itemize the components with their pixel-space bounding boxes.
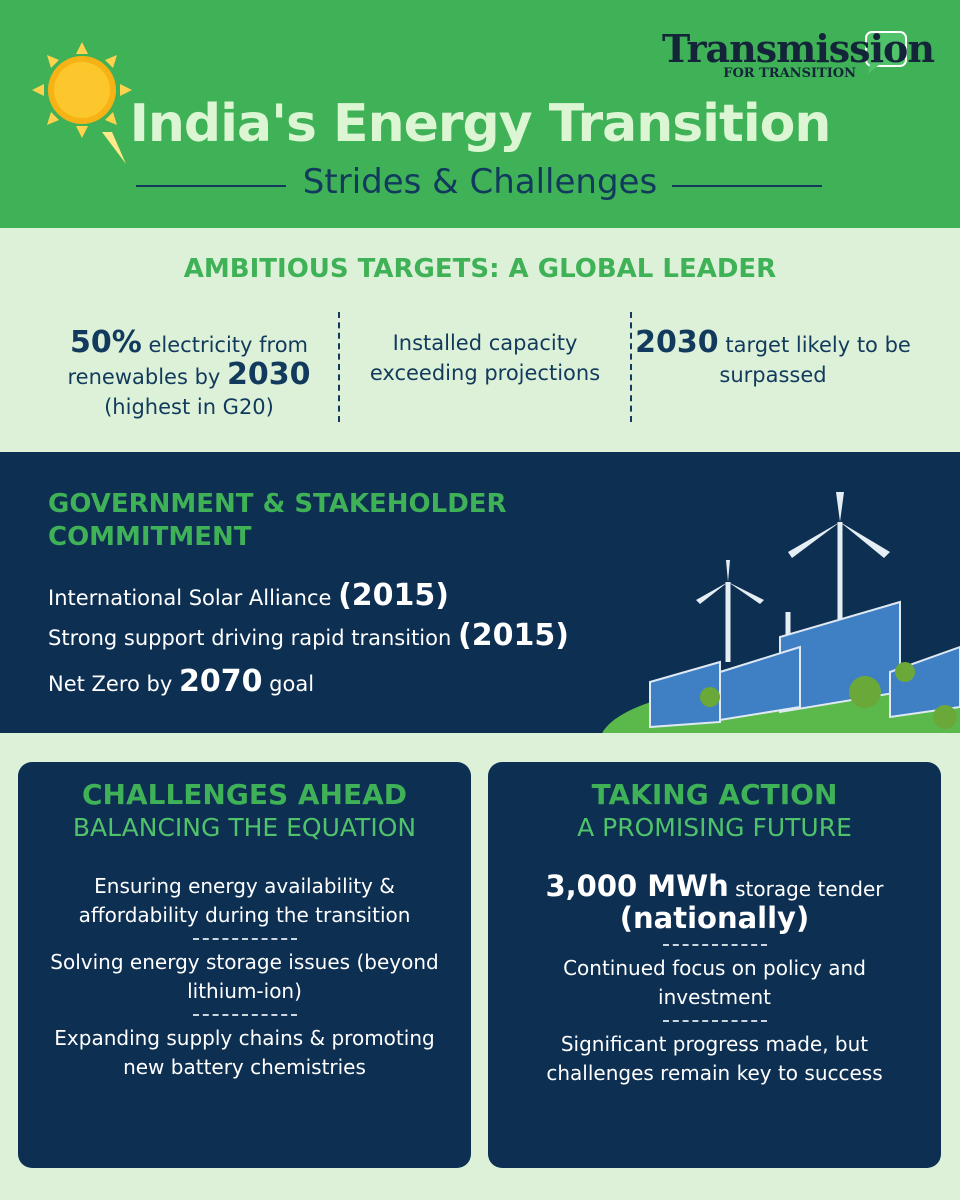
card: TAKING ACTION A PROMISING FUTURE 3,000 MWh… <box>488 762 941 1168</box>
brand-bubble <box>865 31 907 74</box>
text-run: Net Zero by <box>48 672 179 696</box>
rule <box>672 185 822 187</box>
text-run: Expanding supply chains & promoting new … <box>54 1026 435 1079</box>
card-item: Expanding supply chains & promoting new … <box>18 1024 471 1082</box>
text-run: Installed capacity exceeding projections <box>369 331 601 385</box>
text-run: Solving energy storage issues (beyond li… <box>50 950 439 1003</box>
emphasis: 3,000 MWh <box>545 869 729 903</box>
title: India's Energy Transition <box>129 94 832 154</box>
card-item: 3,000 MWh storage tender (nationally) <box>488 872 941 936</box>
card-items: 3,000 MWh storage tender (nationally) Con… <box>488 872 941 1088</box>
brand: Transmission <box>661 26 935 71</box>
divider <box>338 312 340 422</box>
brand-tagline: FOR TRANSITION <box>723 66 856 81</box>
separator <box>662 944 767 946</box>
divider <box>630 312 632 422</box>
sun-icon <box>32 42 132 164</box>
emphasis: (2015) <box>338 578 450 613</box>
header: Transmission FOR TRANSITION India's Ener… <box>0 0 960 228</box>
text-run: Significant progress made, but challenge… <box>546 1032 883 1085</box>
card-item: Continued focus on policy and investment <box>488 954 941 1012</box>
commitment-item: Strong support driving rapid transition … <box>48 618 569 653</box>
text-run: Ensuring energy availability & affordabi… <box>78 874 411 927</box>
text-run: Continued focus on policy and investment <box>563 956 866 1009</box>
commitment-section: GOVERNMENT & STAKEHOLDER COMMITMENT Inte… <box>0 452 960 733</box>
card-title: TAKING ACTION <box>591 778 838 811</box>
text-run: International Solar Alliance <box>48 586 339 610</box>
renewables-illustration <box>602 492 960 733</box>
card-subtitle: A PROMISING FUTURE <box>577 813 852 842</box>
separator <box>192 938 297 940</box>
target-item: 2030 target likely to be surpassed <box>628 328 918 390</box>
target-item: Installed capacity exceeding projections <box>340 328 630 388</box>
card-item: Significant progress made, but challenge… <box>488 1030 941 1088</box>
section-heading: GOVERNMENT & STAKEHOLDER COMMITMENT <box>48 489 507 552</box>
separator <box>662 1020 767 1022</box>
commitment-item: Net Zero by 2070 goal <box>48 664 314 699</box>
card-item: Solving energy storage issues (beyond li… <box>18 948 471 1006</box>
text-run: Strong support driving rapid transition <box>48 626 458 650</box>
text-run: (highest in G20) <box>104 395 274 419</box>
card-items: Ensuring energy availability & affordabi… <box>18 872 471 1082</box>
card-subtitle: BALANCING THE EQUATION <box>72 813 417 842</box>
separator <box>192 1014 297 1016</box>
card: CHALLENGES AHEAD BALANCING THE EQUATION En… <box>18 762 471 1168</box>
text-run: storage tender <box>728 877 884 901</box>
text-run: goal <box>262 672 315 696</box>
emphasis: 50% <box>70 325 142 360</box>
target-item: 50% electricity from renewables by 2030 … <box>44 328 334 422</box>
card-title: CHALLENGES AHEAD <box>81 778 408 811</box>
emphasis: 2030 <box>227 357 311 392</box>
emphasis: 2070 <box>178 664 263 699</box>
emphasis: 2030 <box>635 325 719 360</box>
card-item: Ensuring energy availability & affordabi… <box>18 872 471 930</box>
subtitle: Strides & Challenges <box>302 162 658 202</box>
text-run: target likely to be surpassed <box>718 333 911 387</box>
rule <box>136 185 286 187</box>
commitment-item: International Solar Alliance (2015) <box>48 578 449 613</box>
section-heading: AMBITIOUS TARGETS: A GLOBAL LEADER <box>183 254 777 284</box>
text-run: electricity from renewables by <box>67 333 309 389</box>
emphasis: (2015) <box>457 618 569 653</box>
emphasis: (nationally) <box>619 901 810 935</box>
